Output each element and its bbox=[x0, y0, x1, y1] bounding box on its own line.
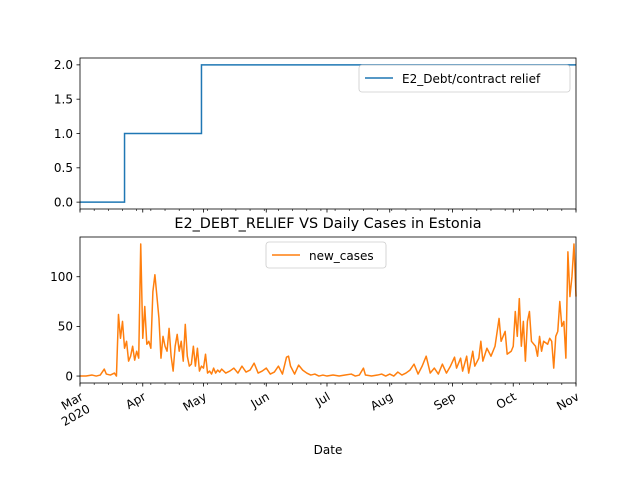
bottom-y-tick-label: 0 bbox=[65, 369, 73, 383]
chart-title: E2_DEBT_RELIEF VS Daily Cases in Estonia bbox=[174, 216, 481, 232]
bottom-legend-label: new_cases bbox=[309, 249, 374, 263]
top-y-ticks: 0.0 0.5 1.0 1.5 2.0 bbox=[54, 58, 80, 209]
top-y-tick-label: 0.0 bbox=[54, 195, 73, 209]
top-y-tick-label: 1.5 bbox=[54, 92, 73, 106]
bottom-legend: new_cases bbox=[265, 241, 387, 269]
top-legend-label: E2_Debt/contract relief bbox=[402, 72, 541, 86]
top-subplot: 0.0 0.5 1.0 1.5 2.0 E2_Debt/contract relief bbox=[54, 57, 577, 213]
series-line-new-cases bbox=[80, 243, 577, 377]
top-legend-box bbox=[358, 64, 571, 93]
top-legend: E2_Debt/contract relief bbox=[358, 64, 571, 93]
top-y-tick-label: 0.5 bbox=[54, 161, 73, 175]
top-axes-frame bbox=[79, 57, 577, 210]
bottom-y-ticks: 0 50 100 bbox=[50, 270, 80, 383]
bottom-y-tick-label: 50 bbox=[58, 320, 73, 334]
top-y-tick-label: 2.0 bbox=[54, 58, 73, 72]
x-axis-label: Date bbox=[314, 443, 343, 457]
top-y-tick-label: 1.0 bbox=[54, 127, 73, 141]
bottom-y-tick-label: 100 bbox=[50, 270, 73, 284]
bottom-x-tick-label: Jul bbox=[312, 389, 332, 409]
series-line-debt-relief bbox=[80, 64, 576, 203]
bottom-axes-frame bbox=[79, 236, 577, 384]
bottom-x-tick-label-group: Jul bbox=[312, 389, 332, 409]
bottom-legend-box bbox=[265, 241, 387, 269]
